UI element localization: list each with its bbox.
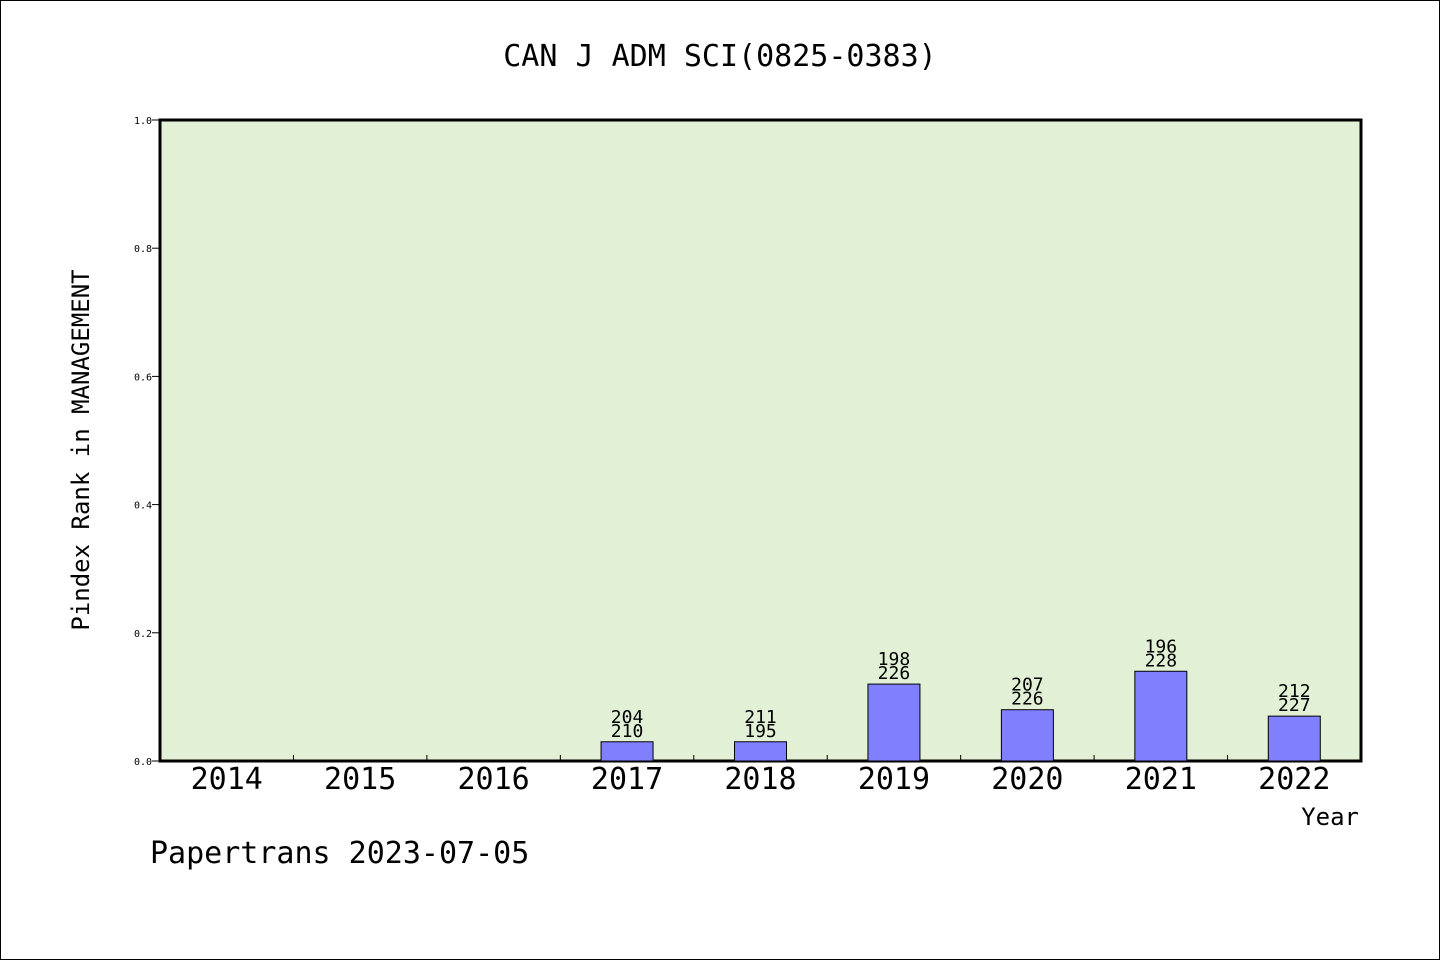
data-label-top: 196: [1145, 636, 1178, 657]
data-label-bottom: 226: [878, 663, 911, 684]
x-tick-label: 2017: [591, 762, 663, 797]
data-label-bottom: 226: [1011, 689, 1044, 710]
data-label-top: 212: [1278, 681, 1311, 702]
bar-2018: [734, 741, 787, 762]
data-label-bottom: 228: [1145, 650, 1178, 671]
data-label-bottom: 210: [611, 721, 644, 742]
y-tick-label: 1.0: [134, 116, 152, 127]
y-tick-label: 0.4: [134, 501, 152, 512]
chart-title: CAN J ADM SCI(0825-0383): [503, 39, 936, 74]
x-tick-label: 2021: [1125, 762, 1197, 797]
bar-2017: [600, 741, 654, 762]
bar-2019: [867, 683, 921, 762]
x-axis-label: Year: [1301, 803, 1359, 831]
y-tick-label: 0.0: [134, 757, 152, 768]
footer-credit: Papertrans 2023-07-05: [150, 836, 529, 871]
data-label-top: 207: [1011, 675, 1044, 696]
x-tick-label: 2019: [858, 762, 930, 797]
y-axis-label: Pindex Rank in MANAGEMENT: [67, 269, 95, 630]
bar-2022: [1267, 715, 1321, 762]
data-label-bottom: 227: [1278, 695, 1311, 716]
y-tick-label: 0.6: [134, 372, 152, 383]
data-label-top: 198: [878, 649, 911, 670]
bar-2021: [1134, 670, 1188, 762]
x-tick-label: 2020: [991, 762, 1063, 797]
y-axis-ticks: 0.0 0.2 0.4 0.6 0.8 1.0: [134, 116, 160, 768]
x-tick-label: 2016: [457, 762, 529, 797]
data-label-bottom: 195: [744, 721, 777, 742]
x-tick-label: 2018: [724, 762, 796, 797]
bar-2020: [1000, 709, 1054, 762]
x-tick-label: 2022: [1258, 762, 1330, 797]
y-tick-label: 0.8: [134, 244, 152, 255]
data-label-top: 211: [744, 707, 777, 728]
x-tick-label: 2014: [191, 762, 263, 797]
data-label-top: 204: [611, 707, 644, 728]
x-axis-ticks: 2014 2015 2016 2017 2018 2019 2020 2021 2022: [191, 755, 1330, 797]
y-tick-label: 0.2: [134, 629, 152, 640]
x-tick-label: 2015: [324, 762, 396, 797]
plot-area: [158, 118, 1363, 763]
